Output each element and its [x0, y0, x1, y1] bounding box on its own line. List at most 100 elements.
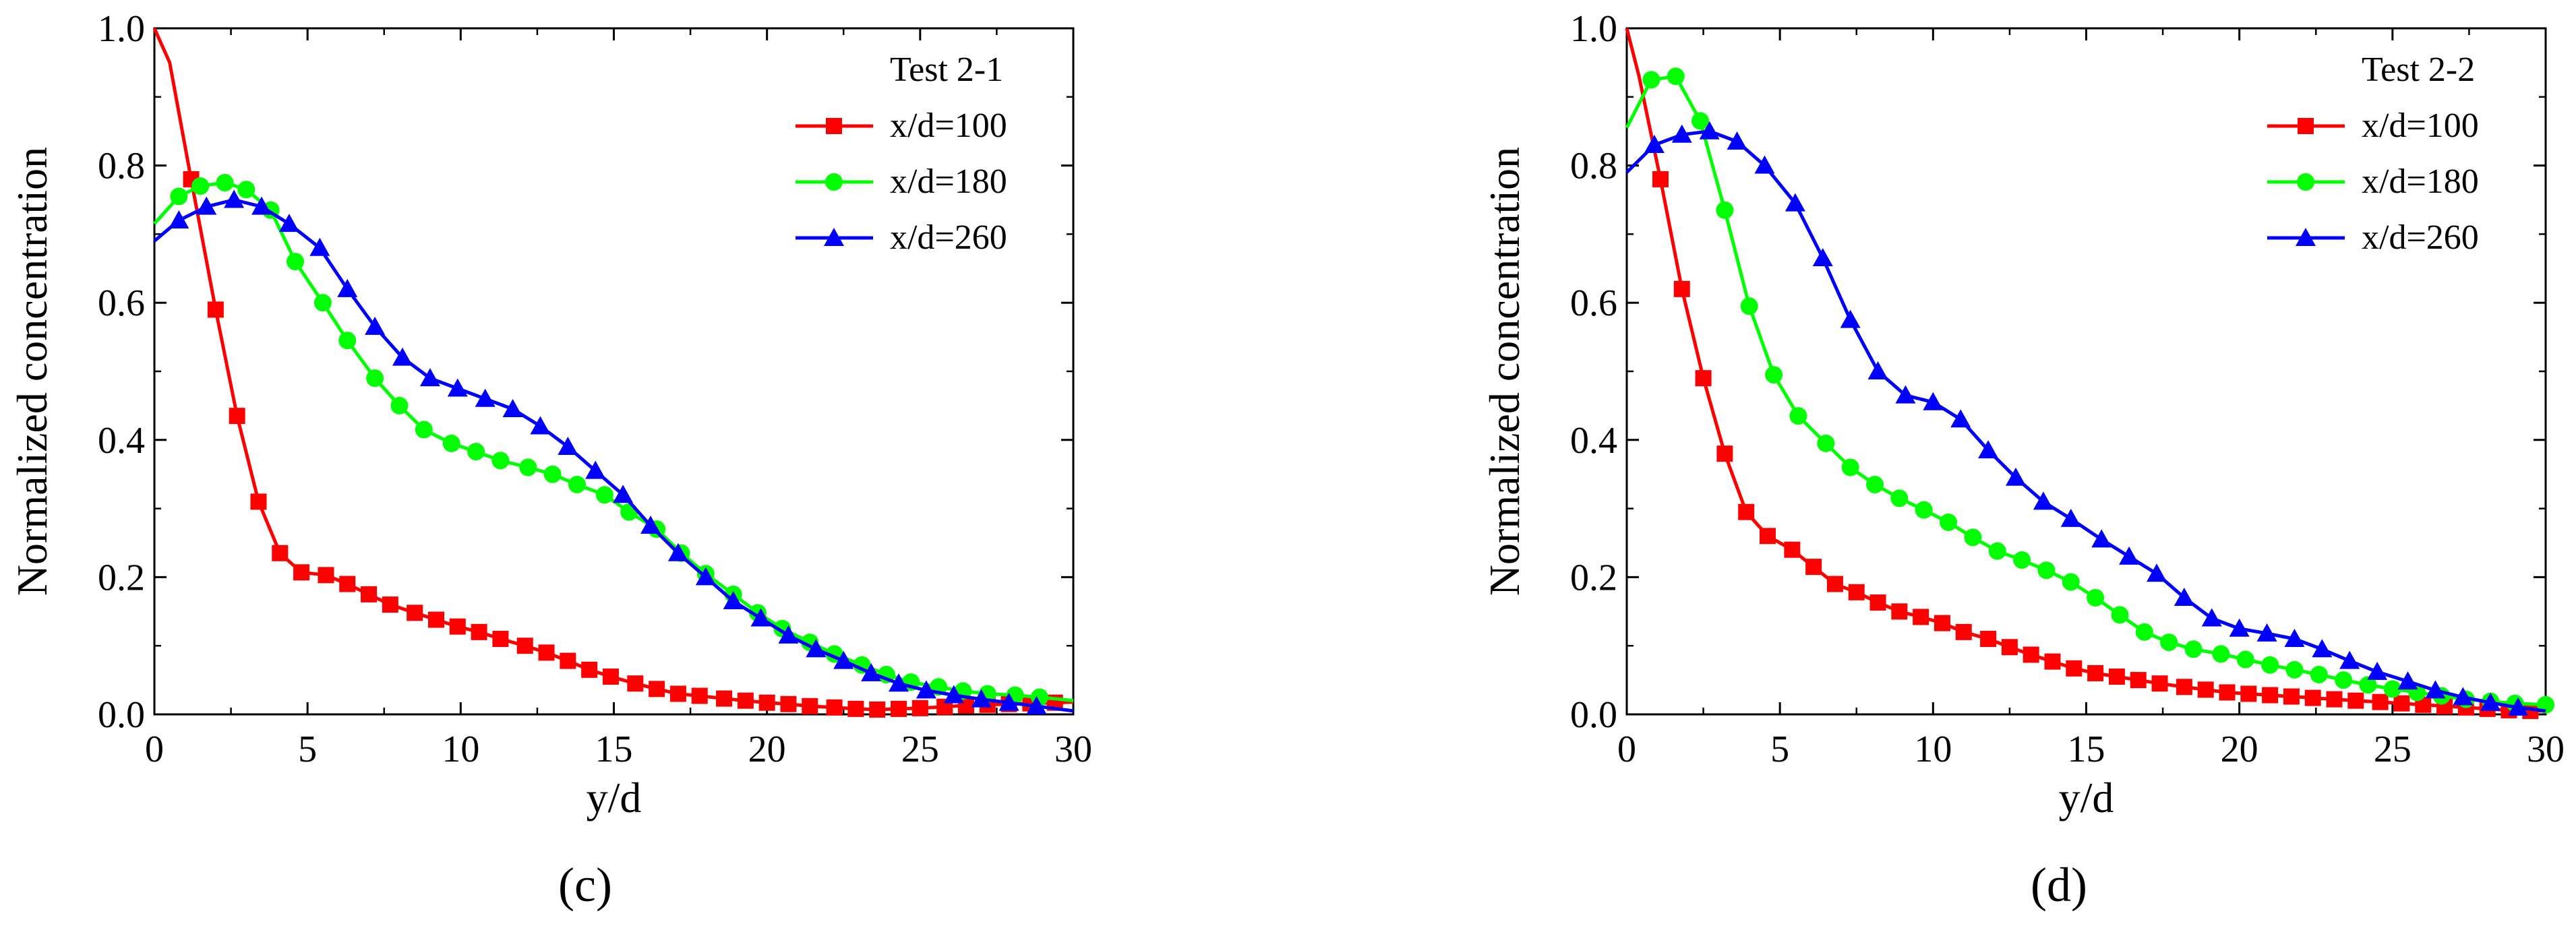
data-point-square — [293, 564, 310, 581]
data-point-square — [1652, 171, 1669, 187]
data-point-square — [1955, 623, 1972, 640]
data-point-triangle — [475, 388, 496, 407]
data-point-circle — [2212, 645, 2230, 663]
data-point-square — [2066, 660, 2083, 677]
data-point-square — [250, 493, 267, 510]
data-point-square — [1848, 584, 1865, 600]
data-point-triangle — [1923, 392, 1944, 410]
data-point-circle — [620, 503, 638, 521]
data-point-square — [2197, 681, 2214, 698]
data-point-triangle — [2146, 563, 2167, 582]
data-point-triangle — [2480, 692, 2501, 711]
data-point-circle — [2184, 640, 2203, 658]
y-tick-label: 0.4 — [1570, 420, 1617, 462]
data-point-circle — [2359, 676, 2377, 694]
data-point-circle — [2285, 660, 2304, 679]
data-point-triangle — [278, 214, 299, 233]
data-point-triangle — [2339, 650, 2360, 669]
y-tick-label: 0.8 — [1570, 146, 1617, 187]
data-point-circle — [2236, 650, 2254, 669]
data-point-circle — [1940, 513, 1958, 531]
data-point-circle — [1817, 434, 1835, 452]
data-point-circle — [237, 181, 256, 199]
data-point-square — [382, 596, 398, 613]
x-tick-label: 25 — [901, 729, 939, 770]
data-point-triangle — [2033, 491, 2054, 510]
data-point-square — [318, 567, 334, 584]
data-point-triangle — [2229, 618, 2250, 637]
chart-panel-2: 0 5 10 15 20 25 30 0.0 0.2 0.4 0.6 0.8 1.0 y/d Normali… — [1480, 8, 2565, 912]
data-point-square — [1913, 609, 1929, 625]
data-point-square — [471, 623, 487, 640]
data-point-square — [538, 644, 555, 661]
data-point-square — [1869, 594, 1886, 611]
y-tick-label: 1.0 — [1570, 8, 1617, 50]
data-point-triangle — [833, 650, 854, 669]
data-point-triangle — [169, 210, 189, 229]
data-point-square — [1934, 615, 1950, 631]
data-point-triangle — [419, 368, 440, 387]
data-point-triangle — [695, 567, 716, 586]
data-point-square — [339, 576, 356, 592]
legend-marker-circle — [825, 173, 843, 191]
data-point-circle — [467, 443, 485, 461]
data-point-triangle — [2312, 639, 2333, 658]
y-tick-label: 0.6 — [98, 282, 145, 324]
data-point-circle — [2062, 573, 2080, 591]
data-point-square — [560, 652, 576, 669]
data-point-triangle — [1950, 409, 1971, 428]
legend-marker-triangle — [824, 228, 844, 246]
data-point-square — [1716, 445, 1733, 462]
data-point-square — [1738, 503, 1755, 520]
legend-entry: x/d=260 — [2362, 218, 2479, 257]
data-point-circle — [1964, 528, 1982, 547]
data-point-triangle — [2174, 587, 2194, 606]
data-point-square — [891, 700, 907, 717]
data-point-square — [669, 685, 686, 702]
data-point-square — [207, 301, 224, 318]
data-point-circle — [1789, 407, 1807, 425]
data-point-triangle — [224, 189, 245, 208]
data-point-square — [602, 669, 619, 685]
data-point-square — [1784, 541, 1801, 558]
data-point-circle — [543, 465, 562, 483]
data-point-square — [847, 700, 864, 717]
x-tick-label: 0 — [1617, 729, 1636, 770]
data-point-circle — [595, 486, 613, 504]
data-point-circle — [1841, 458, 1859, 476]
data-point-square — [1759, 528, 1776, 545]
panel-label: (c) — [558, 858, 612, 912]
data-point-triangle — [1671, 124, 1692, 143]
data-point-triangle — [1867, 361, 1888, 379]
x-tick-label: 25 — [2374, 729, 2412, 770]
data-point-circle — [568, 475, 586, 493]
chart-panel-1: 0 5 10 15 20 25 30 0.0 0.2 0.4 0.6 0.8 1.0 y/d Normali… — [8, 8, 1092, 912]
x-axis-label: y/d — [2059, 774, 2114, 822]
data-point-circle — [313, 294, 332, 312]
data-point-circle — [2135, 623, 2153, 641]
data-point-square — [2393, 695, 2410, 712]
data-point-square — [1891, 603, 1908, 620]
x-tick-label: 5 — [298, 729, 317, 770]
data-point-square — [758, 694, 775, 711]
data-point-circle — [2013, 551, 2031, 569]
data-point-triangle — [998, 692, 1019, 711]
data-point-square — [716, 690, 733, 707]
data-point-square — [911, 700, 928, 716]
legend-entry: x/d=100 — [890, 106, 1007, 145]
data-point-circle — [1667, 67, 1685, 86]
data-point-triangle — [2201, 608, 2222, 627]
data-point-triangle — [2284, 629, 2305, 648]
data-point-triangle — [2256, 623, 2277, 642]
x-tick-label: 15 — [595, 729, 633, 770]
data-point-circle — [491, 452, 510, 470]
data-point-square — [802, 698, 818, 714]
data-point-square — [2044, 653, 2061, 670]
data-point-triangle — [2060, 508, 2081, 527]
legend-entry: x/d=100 — [2362, 106, 2479, 145]
x-tick-label: 0 — [145, 729, 164, 770]
data-point-circle — [1988, 542, 2006, 560]
data-point-circle — [390, 396, 409, 414]
data-point-triangle — [1026, 695, 1047, 714]
data-point-triangle — [558, 436, 578, 455]
